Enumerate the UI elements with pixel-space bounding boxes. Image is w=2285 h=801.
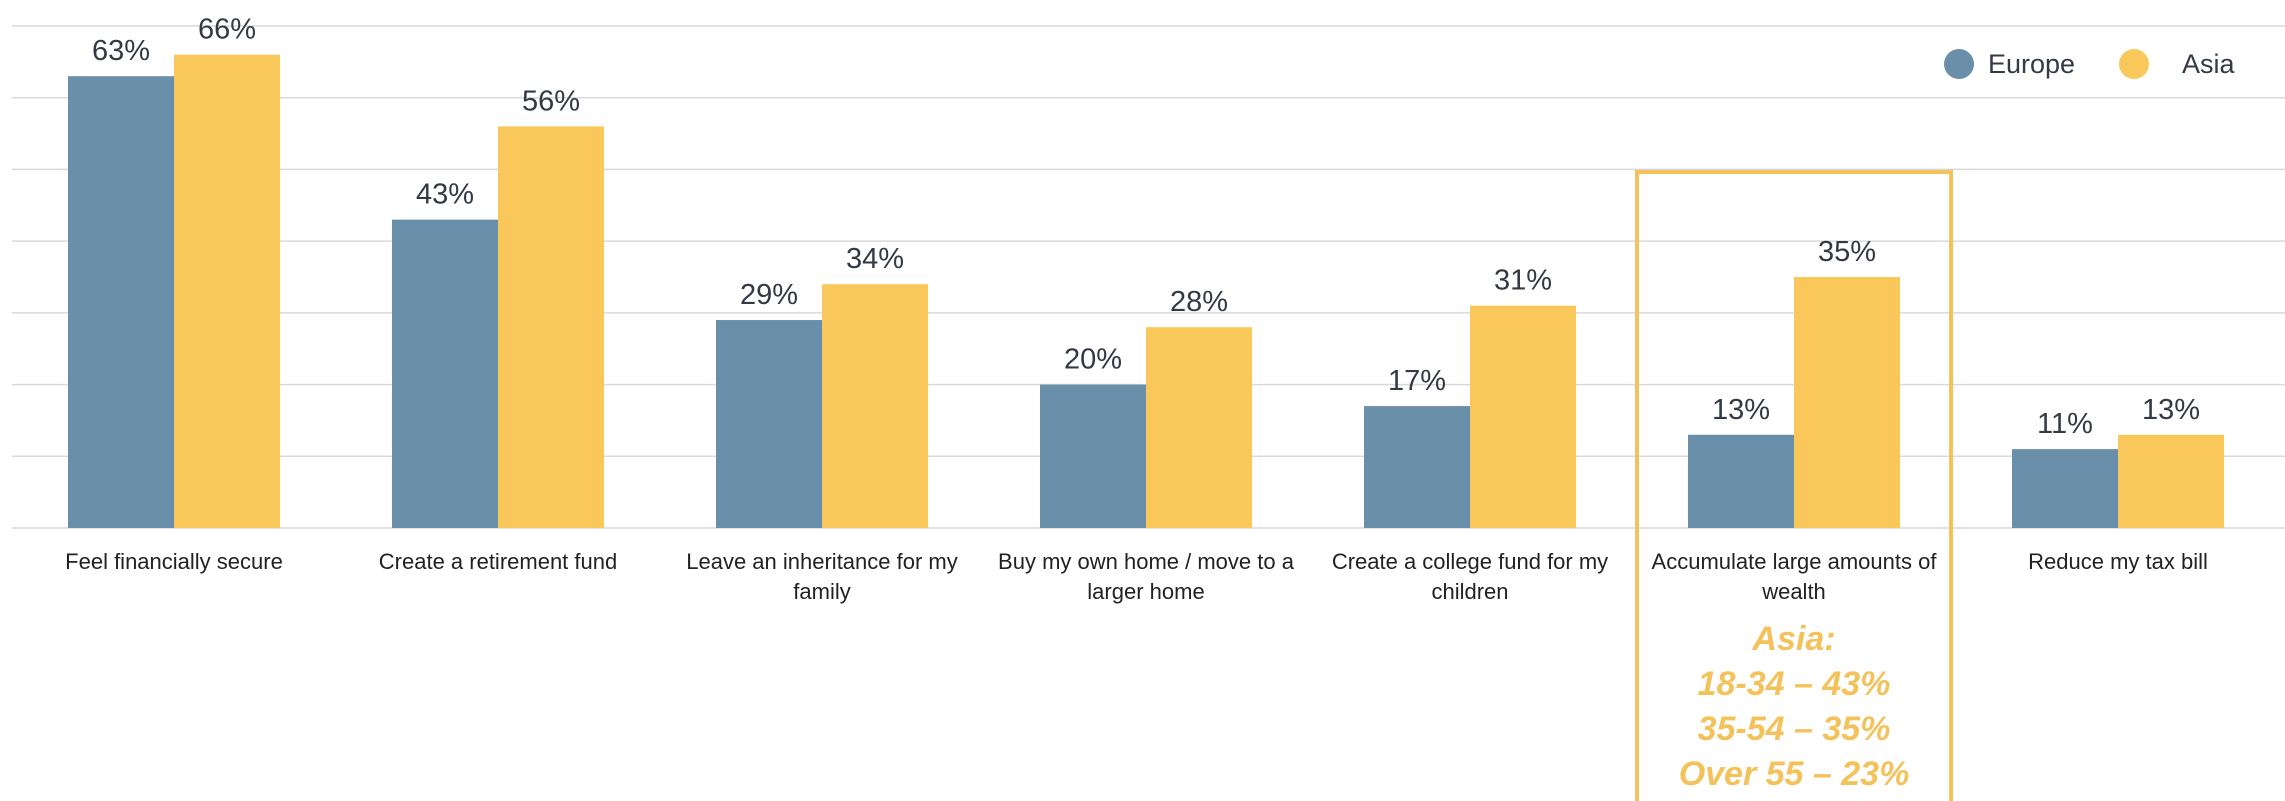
- bar-europe: [392, 219, 498, 528]
- category-label: Buy my own home / move to a larger home: [998, 549, 1295, 604]
- category-label: Reduce my tax bill: [2028, 549, 2208, 574]
- bar-europe: [2012, 449, 2118, 528]
- bar-asia: [1146, 327, 1252, 528]
- data-label: 29%: [740, 279, 798, 311]
- category-label: Create a college fund for my children: [1332, 549, 1608, 604]
- data-label: 28%: [1170, 286, 1228, 318]
- bar-europe: [1688, 434, 1794, 528]
- data-label: 43%: [416, 179, 474, 211]
- bar-asia: [2118, 434, 2224, 528]
- data-label: 17%: [1388, 365, 1446, 397]
- data-label: 63%: [92, 35, 150, 67]
- highlight-annotation: Asia: 18-34 – 43% 35-54 – 35% Over 55 – 23%: [1679, 620, 1910, 793]
- data-label: 31%: [1494, 265, 1552, 297]
- data-label: 13%: [2142, 394, 2200, 426]
- bar-asia: [1794, 277, 1900, 528]
- category-label: Create a retirement fund: [379, 549, 617, 574]
- legend-label-europe: Europe: [1988, 49, 2075, 79]
- bar-europe: [716, 320, 822, 528]
- category-label: Feel financially secure: [65, 549, 283, 574]
- bars: [68, 54, 2224, 529]
- bar-europe: [68, 76, 174, 528]
- highlight-box-outline: [1635, 170, 1953, 801]
- data-label: 66%: [198, 14, 256, 46]
- category-label: Leave an inheritance for my family: [686, 549, 958, 604]
- bar-asia: [498, 126, 604, 529]
- data-label: 34%: [846, 243, 904, 275]
- legend: Europe Asia: [1944, 49, 2236, 79]
- data-label: 13%: [1712, 394, 1770, 426]
- data-label: 35%: [1818, 236, 1876, 268]
- data-label: 20%: [1064, 344, 1122, 376]
- category-labels: Feel financially secure Create a retireme…: [65, 549, 2208, 604]
- highlight-box: Asia: 18-34 – 43% 35-54 – 35% Over 55 – 23%: [1635, 170, 1953, 801]
- legend-swatch-europe: [1944, 49, 1974, 79]
- legend-swatch-asia: [2119, 49, 2149, 79]
- value-labels: 63% 66% 43% 56% 29% 34% 20% 28% 17% 31% 13% 35% 11% 1…: [92, 14, 2200, 440]
- bar-europe: [1040, 384, 1146, 528]
- category-label: Accumulate large amounts of wealth: [1652, 549, 1938, 604]
- bar-asia: [822, 284, 928, 528]
- data-label: 56%: [522, 85, 580, 117]
- bar-europe: [1364, 406, 1470, 528]
- legend-label-asia: Asia: [2182, 49, 2236, 79]
- bar-asia: [1470, 305, 1576, 528]
- data-label: 11%: [2037, 408, 2093, 440]
- bar-asia: [174, 54, 280, 528]
